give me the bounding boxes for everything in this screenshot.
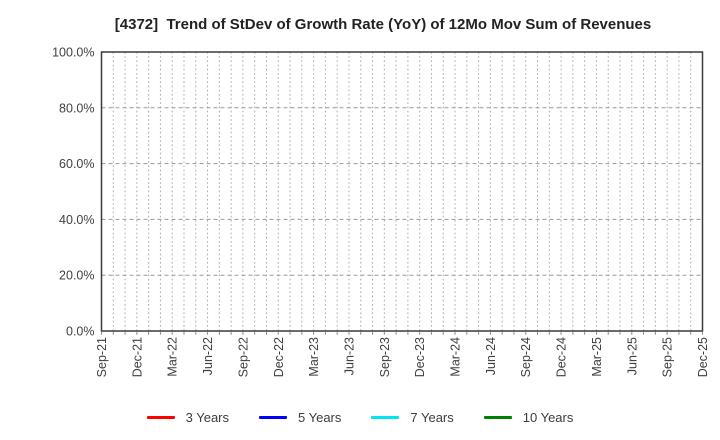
legend-label-5-years: 5 Years [298,409,342,425]
y-tick-label: 60.0% [59,157,94,171]
x-tick-label: Dec-23 [413,337,427,377]
legend-line-icon-10-years [483,415,512,419]
plot-frame [100,51,704,332]
x-tick-label: Dec-22 [272,337,286,377]
legend-item-3-years: 3 Years [146,409,229,425]
legend-line-icon-5-years [259,415,287,419]
legend-item-7-years: 7 Years [371,409,454,425]
legend-item-5-years: 5 Years [259,411,341,424]
chart-title: [4372] Trend of StDev of Growth Rate (Yo… [114,16,652,33]
x-tick-label: Dec-25 [696,337,710,377]
legend: 3 Years 5 Years 7 Years 10 Years [0,405,720,429]
x-tick-label: Mar-25 [590,337,604,377]
x-tick-label: Dec-24 [555,337,569,377]
legend-label-10-years: 10 Years [522,409,574,425]
x-tick-label: Sep-25 [661,337,675,377]
y-tick-label: 20.0% [59,269,94,283]
legend-line-icon-3-years [146,415,175,419]
x-tick-label: Mar-22 [166,337,180,377]
y-tick-label: 40.0% [59,213,94,227]
legend-label-3-years: 3 Years [185,409,229,425]
x-tick-label: Sep-21 [95,337,109,377]
y-tick-label: 80.0% [59,101,94,115]
legend-line-icon-7-years [371,415,400,419]
y-tick-label: 0.0% [66,325,95,339]
x-tick-label: Sep-23 [378,337,392,377]
legend-item-10-years: 10 Years [483,409,574,425]
x-tick-label: Jun-23 [342,337,356,375]
x-tick-label: Jun-22 [201,337,215,375]
x-tick-label: Mar-23 [307,337,321,377]
x-tick-label: Jun-25 [625,337,639,375]
y-tick-label: 100.0% [52,46,94,60]
legend-label-7-years: 7 Years [410,409,454,425]
x-tick-label: Dec-21 [130,337,144,377]
x-tick-label: Jun-24 [484,337,498,375]
x-tick-label: Sep-24 [519,337,533,377]
x-tick-label: Mar-24 [449,337,463,377]
x-tick-label: Sep-22 [236,337,250,377]
